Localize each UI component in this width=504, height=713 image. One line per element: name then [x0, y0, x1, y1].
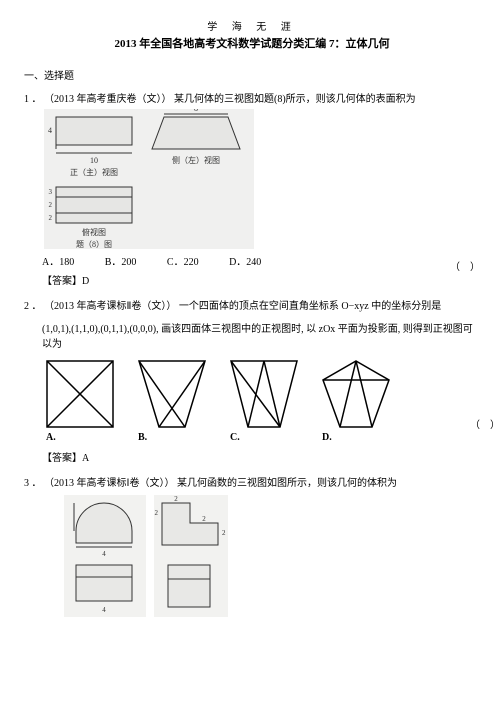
problem-3: 3 ． （2013 年高考课标Ⅰ卷（文）） 某几何函数的三视图如图所示，则该几何… [24, 474, 480, 617]
svg-text:4: 4 [102, 606, 106, 614]
svg-text:2: 2 [174, 495, 178, 503]
q1-text: 某几何体的三视图如题(8)所示，则该几何体的表面积为 [174, 94, 416, 105]
q1-optA: A．180 [42, 253, 74, 268]
q3-text: 某几何函数的三视图如图所示，则该几何的体积为 [177, 478, 397, 489]
q1-optD: D．240 [229, 253, 261, 268]
q3-figures: 4 4 2 2 2 2 [64, 495, 480, 617]
q2-shape-d: D. [322, 360, 390, 443]
q1-figure: 4 10 正（主）视图 8 侧（左）视图 3 2 2 俯视图 题（8）图 [44, 109, 480, 249]
svg-text:8: 8 [194, 109, 198, 113]
q1-paren: （ ） [450, 258, 480, 273]
q2-number: 2 ． [24, 301, 42, 312]
q2-shape-c: C. [230, 360, 298, 443]
q1-optC: C．220 [167, 253, 199, 268]
q2-shape-b: B. [138, 360, 206, 443]
svg-text:2: 2 [222, 529, 226, 537]
svg-text:2: 2 [155, 509, 159, 517]
q3-side-view: 2 2 2 2 [154, 495, 228, 617]
header-title: 2013 年全国各地高考文科数学试题分类汇编 7：立体几何 [24, 35, 480, 51]
svg-text:正（主）视图: 正（主）视图 [70, 167, 118, 177]
q2-optD: D. [322, 432, 390, 443]
q2-source: （2013 年高考课标Ⅱ卷（文）） [44, 301, 176, 312]
svg-text:4: 4 [48, 126, 52, 135]
q3-front-view: 4 4 [64, 495, 146, 617]
svg-text:4: 4 [102, 550, 106, 558]
q2-text: 一个四面体的顶点在空间直角坐标系 O−xyz 中的坐标分别是 [179, 301, 441, 312]
q2-optC: C. [230, 432, 298, 443]
problem-2: 2 ． （2013 年高考课标Ⅱ卷（文）） 一个四面体的顶点在空间直角坐标系 O… [24, 297, 480, 464]
svg-text:题（8）图: 题（8）图 [76, 240, 112, 249]
q3-number: 3 ． [24, 478, 42, 489]
q1-answer: 【答案】D [42, 272, 480, 287]
svg-text:10: 10 [90, 156, 98, 165]
q2-shape-a: A. [46, 360, 114, 443]
q2-optB: B. [138, 432, 206, 443]
svg-text:2: 2 [49, 201, 53, 209]
q1-number: 1 ． [24, 94, 42, 105]
q1-optB: B．200 [105, 253, 137, 268]
header-subtitle: 学 海 无 涯 [24, 18, 480, 33]
q2-shapes: A. B. C. D. （ ） [46, 360, 480, 443]
q2-paren: （ ） [470, 416, 500, 431]
svg-text:2: 2 [49, 214, 53, 222]
svg-text:俯视图: 俯视图 [82, 227, 106, 237]
q3-source: （2013 年高考课标Ⅰ卷（文）） [44, 478, 174, 489]
svg-text:3: 3 [49, 188, 53, 196]
q2-answer: 【答案】A [42, 449, 480, 464]
section-title: 一、选择题 [24, 67, 480, 82]
svg-text:侧（左）视图: 侧（左）视图 [172, 155, 220, 165]
problem-1: 1 ． （2013 年高考重庆卷（文）） 某几何体的三视图如题(8)所示，则该几… [24, 90, 480, 287]
q1-source: （2013 年高考重庆卷（文）） [44, 94, 172, 105]
svg-text:2: 2 [202, 515, 206, 523]
q1-options: A．180 B．200 C．220 D．240 [42, 253, 480, 268]
q2-text2: (1,0,1),(1,1,0),(0,1,1),(0,0,0), 画该四面体三视… [42, 320, 480, 350]
q2-optA: A. [46, 432, 114, 443]
